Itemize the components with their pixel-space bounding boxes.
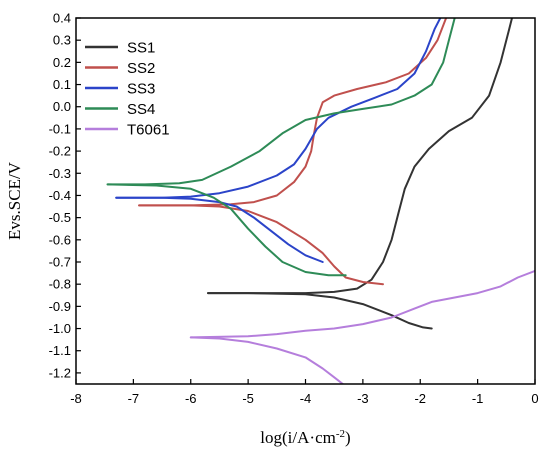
y-tick-label: -0.6 [49,232,71,247]
series-ss4 [106,18,456,277]
x-tick-label: 0 [531,391,538,406]
y-tick-label: -0.9 [49,299,71,314]
y-tick-label: 0.3 [53,33,71,48]
series-ss3 [115,18,442,263]
x-axis-title: log(i/A·cm-2) [260,428,350,447]
x-tick-label: -2 [414,391,426,406]
legend-label: T6061 [127,122,170,139]
series-line [115,18,442,199]
series-line [189,269,535,339]
series-line [106,18,456,186]
y-tick-label: -1.0 [49,321,71,336]
series-t6061 [189,269,535,384]
legend: SS1 SS2 SS3 SS4 T6061 [85,40,170,139]
y-tick-label: 0.2 [53,55,71,70]
legend-item-ss3: SS3 [85,81,155,98]
x-tick-label: -1 [472,391,484,406]
legend-label: SS2 [127,60,155,77]
x-tick-label: -5 [242,391,254,406]
y-tick-label: -1.1 [49,343,71,358]
legend-item-ss4: SS4 [85,101,155,118]
y-axis-title: Evs.SCE/V [5,161,24,240]
series-line [207,292,433,330]
y-tick-label: 0.4 [53,11,71,26]
y-tick-label: -0.4 [49,188,71,203]
series-line [115,196,324,263]
y-axis: 0.4 0.3 0.2 0.1 0.0 -0.1 -0.2 -0.3 -0.4 -0.5 -0.6 -… [49,11,81,380]
x-tick-label: -4 [300,391,312,406]
series-line [138,18,448,207]
x-tick-label: -6 [185,391,197,406]
legend-label: SS4 [127,101,155,118]
x-axis: -8 -7 -6 -5 -4 -3 -2 -1 0 [70,379,539,406]
legend-label: SS3 [127,81,155,98]
series-line [106,183,347,277]
y-tick-label: -0.1 [49,121,71,136]
legend-label: SS1 [127,40,155,57]
legend-item-ss2: SS2 [85,60,155,77]
y-tick-label: -0.7 [49,255,71,270]
series-layer [106,18,535,384]
series-ss2 [138,18,448,286]
legend-item-t6061: T6061 [85,122,170,139]
y-tick-label: -0.2 [49,144,71,159]
y-tick-label: -1.2 [49,365,71,380]
series-ss1 [207,18,513,330]
series-line [189,336,344,384]
y-tick-label: 0.1 [53,77,71,92]
x-tick-label: -8 [70,391,82,406]
legend-item-ss1: SS1 [85,40,155,57]
y-tick-label: -0.8 [49,277,71,292]
series-line [207,18,513,295]
x-tick-label: -3 [357,391,369,406]
x-tick-label: -7 [128,391,140,406]
y-tick-label: -0.5 [49,210,71,225]
y-tick-label: 0.0 [53,99,71,114]
y-tick-label: -0.3 [49,166,71,181]
series-line [138,204,384,286]
